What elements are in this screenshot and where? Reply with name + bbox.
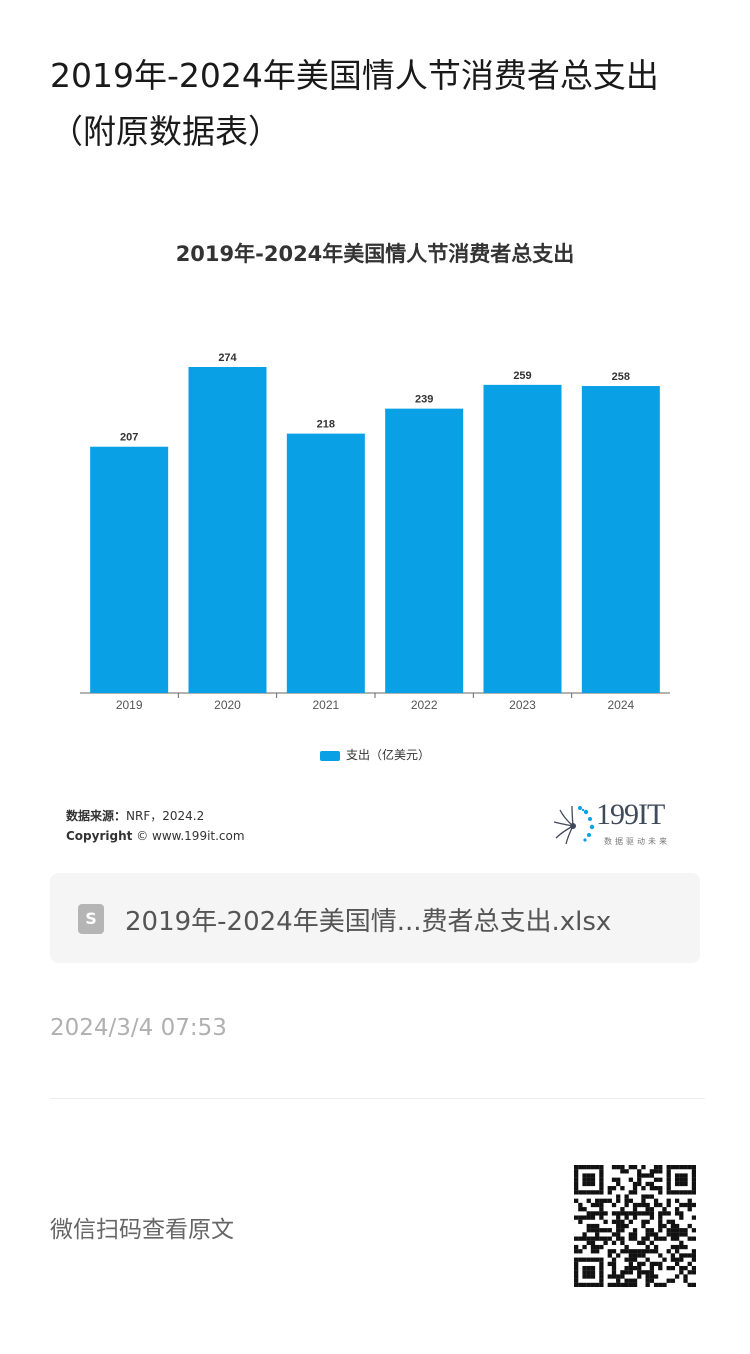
bar-2024 xyxy=(581,386,660,693)
spreadsheet-file-icon: S xyxy=(78,904,104,934)
x-tick-label-2021: 2021 xyxy=(312,698,339,712)
data-label-2019: 207 xyxy=(120,432,138,444)
legend-swatch xyxy=(319,750,340,761)
chart-title: 2019年-2024年美国情人节消费者总支出 xyxy=(175,242,575,266)
data-label-2023: 259 xyxy=(513,370,531,382)
x-tick-label-2019: 2019 xyxy=(116,698,143,712)
divider xyxy=(50,1098,705,1099)
bar-2020 xyxy=(188,367,267,693)
attachment-filename[interactable]: 2019年-2024年美国情...费者总支出.xlsx xyxy=(125,907,612,937)
chart-legend: 支出（亿美元） xyxy=(50,746,700,763)
copyright-text: © www.199it.com xyxy=(136,829,245,843)
data-label-2022: 239 xyxy=(415,394,433,406)
publish-timestamp: 2024/3/4 07:53 xyxy=(50,1015,227,1041)
wechat-scan-prompt: 微信扫码查看原文 xyxy=(50,1217,234,1243)
legend-label: 支出（亿美元） xyxy=(345,748,430,762)
x-tick-label-2020: 2020 xyxy=(214,698,241,712)
copyright-label: Copyright xyxy=(66,829,133,843)
source-label: 数据来源： xyxy=(66,809,127,823)
attachment-card[interactable]: S 2019年-2024年美国情...费者总支出.xlsx xyxy=(50,873,700,963)
bar-chart: 207 2019 274 2020 218 2021 239 2022 259 2023 258 20… xyxy=(80,352,670,712)
x-tick-label-2024: 2024 xyxy=(607,698,634,712)
bar-2021 xyxy=(286,433,365,693)
bar-2022 xyxy=(385,408,464,693)
data-label-2021: 218 xyxy=(317,419,335,431)
chart-image: 2019年-2024年美国情人节消费者总支出 207 2019 274 2020 218… xyxy=(50,210,700,860)
bar-2023 xyxy=(483,384,562,693)
data-label-2020: 274 xyxy=(218,352,237,364)
source-text: NRF，2024.2 xyxy=(126,809,205,823)
data-source: 数据来源：NRF，2024.2 Copyright © www.199it.co… xyxy=(66,806,245,846)
brand-tagline: 数据驱动未来 xyxy=(604,837,670,846)
bar-2019 xyxy=(90,446,169,693)
brand-name: 199IT xyxy=(596,798,665,831)
x-tick-label-2023: 2023 xyxy=(509,698,536,712)
brand-logo: 199IT 数据驱动未来 xyxy=(550,798,690,850)
qr-code-icon[interactable] xyxy=(574,1165,696,1287)
article-title: 2019年-2024年美国情人节消费者总支出（附原数据表） xyxy=(50,56,659,151)
data-label-2024: 258 xyxy=(612,371,630,383)
x-tick-label-2022: 2022 xyxy=(411,698,438,712)
file-icon-letter: S xyxy=(85,909,97,928)
dandelion-logo-icon xyxy=(553,805,595,845)
